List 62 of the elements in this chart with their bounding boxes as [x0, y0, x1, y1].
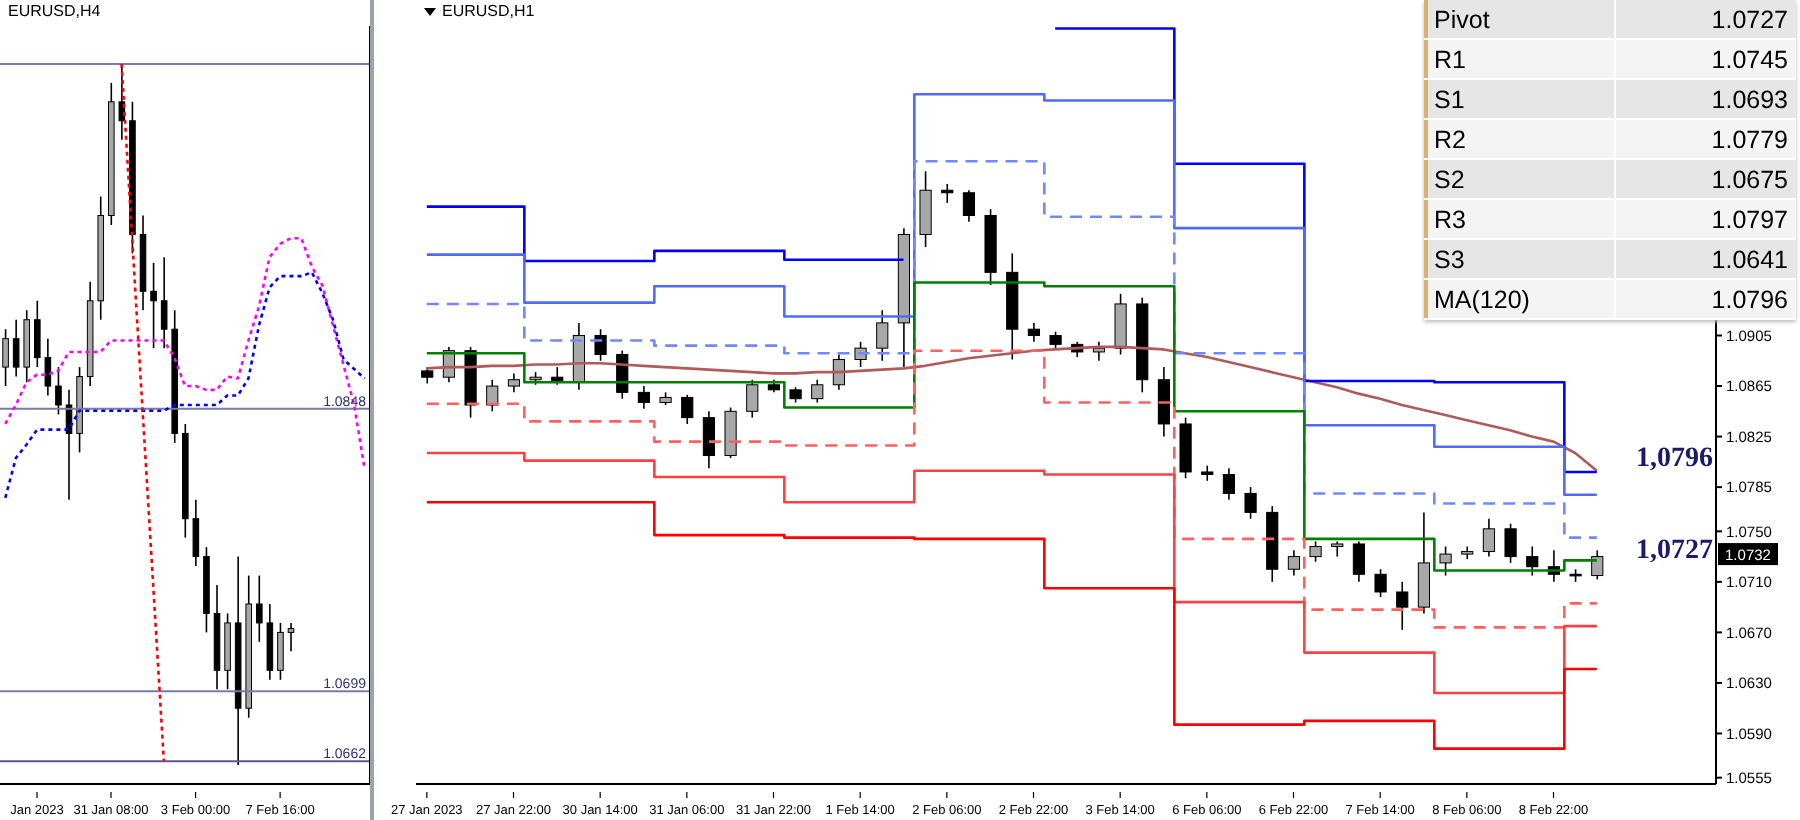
data-label: 1.0641 — [1709, 245, 1790, 273]
candlestick — [724, 406, 737, 459]
candlestick — [681, 394, 694, 425]
candlestick — [746, 378, 759, 419]
line-series — [3, 271, 367, 500]
candlestick — [1526, 545, 1539, 577]
candlestick — [1092, 341, 1106, 362]
candlestick — [702, 410, 716, 469]
data-label: 1.0727 — [1709, 5, 1790, 33]
candlestick — [919, 170, 932, 248]
candlestick — [1396, 581, 1409, 631]
candlestick — [1504, 522, 1517, 564]
data-label: 1.0779 — [1709, 125, 1790, 153]
candlestick — [1374, 568, 1387, 598]
candlestick — [1114, 293, 1127, 356]
candlestick — [1027, 322, 1041, 343]
category-label: S3 — [1424, 240, 1616, 278]
candlestick — [150, 262, 157, 349]
candlestick — [1331, 540, 1344, 558]
candlestick — [1201, 464, 1214, 482]
candlestick — [224, 612, 231, 691]
candlestick — [594, 328, 607, 362]
category-label: R1 — [1424, 40, 1616, 78]
data-label: 1.0675 — [1709, 165, 1790, 193]
candlestick — [277, 622, 284, 681]
candlestick — [2, 328, 9, 387]
candlestick — [832, 353, 846, 391]
data-label: 1.0693 — [1709, 85, 1790, 113]
candlestick — [1244, 486, 1257, 520]
chart-title: EURUSD,H1 — [442, 2, 535, 20]
candlestick — [287, 622, 295, 653]
candlestick — [1352, 540, 1366, 583]
data-label: 1.0797 — [1709, 205, 1790, 233]
candlestick — [1439, 545, 1452, 577]
chart-title: EURUSD,H4 — [8, 2, 101, 20]
candlestick — [1157, 366, 1171, 438]
line-series — [3, 236, 367, 471]
candlestick — [1591, 549, 1604, 581]
annotation: 1,0727 — [1636, 536, 1713, 568]
candlestick — [55, 366, 62, 416]
candlestick — [1417, 511, 1431, 615]
candlestick — [962, 189, 976, 223]
category-label: R3 — [1424, 200, 1616, 238]
line-series — [120, 62, 166, 763]
candlestick — [1287, 549, 1301, 577]
candlestick — [637, 385, 651, 410]
category-label: MA(120) — [1424, 280, 1616, 318]
data-label: 1.0796 — [1709, 285, 1790, 313]
candlestick — [1461, 545, 1474, 560]
candlestick — [941, 183, 954, 204]
candlestick — [1482, 517, 1496, 558]
candlestick — [507, 372, 521, 394]
candlestick — [811, 378, 824, 404]
category-label: Pivot — [1424, 0, 1616, 38]
candlestick — [1222, 467, 1236, 501]
category-label: S1 — [1424, 80, 1616, 118]
category-label: R2 — [1424, 120, 1616, 158]
annotation: 1,0796 — [1636, 444, 1713, 476]
data-label: 1.0745 — [1709, 45, 1790, 73]
candlestick — [1309, 540, 1322, 563]
category-label: S2 — [1424, 160, 1616, 198]
candlestick — [876, 309, 889, 362]
